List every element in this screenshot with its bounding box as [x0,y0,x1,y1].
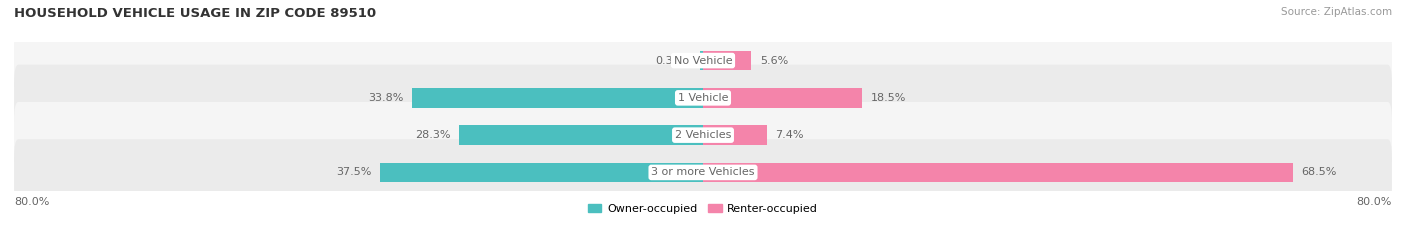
Text: 18.5%: 18.5% [870,93,907,103]
Bar [703,125,766,145]
Text: 33.8%: 33.8% [368,93,404,103]
Bar [412,88,703,108]
Bar [700,51,703,70]
Text: 37.5%: 37.5% [336,168,371,177]
Text: 3 or more Vehicles: 3 or more Vehicles [651,168,755,177]
Text: 5.6%: 5.6% [759,56,789,65]
Bar [460,125,703,145]
Text: HOUSEHOLD VEHICLE USAGE IN ZIP CODE 89510: HOUSEHOLD VEHICLE USAGE IN ZIP CODE 8951… [14,7,377,20]
Bar [703,88,862,108]
FancyBboxPatch shape [14,27,1392,94]
Legend: Owner-occupied, Renter-occupied: Owner-occupied, Renter-occupied [583,199,823,218]
Text: 68.5%: 68.5% [1302,168,1337,177]
Text: 80.0%: 80.0% [1357,197,1392,207]
Text: 0.39%: 0.39% [655,56,690,65]
Text: 80.0%: 80.0% [14,197,49,207]
Bar [380,163,703,182]
FancyBboxPatch shape [14,139,1392,206]
Text: 28.3%: 28.3% [415,130,451,140]
Text: 1 Vehicle: 1 Vehicle [678,93,728,103]
Text: 2 Vehicles: 2 Vehicles [675,130,731,140]
Text: 7.4%: 7.4% [775,130,804,140]
FancyBboxPatch shape [14,65,1392,131]
FancyBboxPatch shape [14,102,1392,168]
Bar [703,163,1294,182]
Bar [703,51,751,70]
Text: Source: ZipAtlas.com: Source: ZipAtlas.com [1281,7,1392,17]
Text: No Vehicle: No Vehicle [673,56,733,65]
